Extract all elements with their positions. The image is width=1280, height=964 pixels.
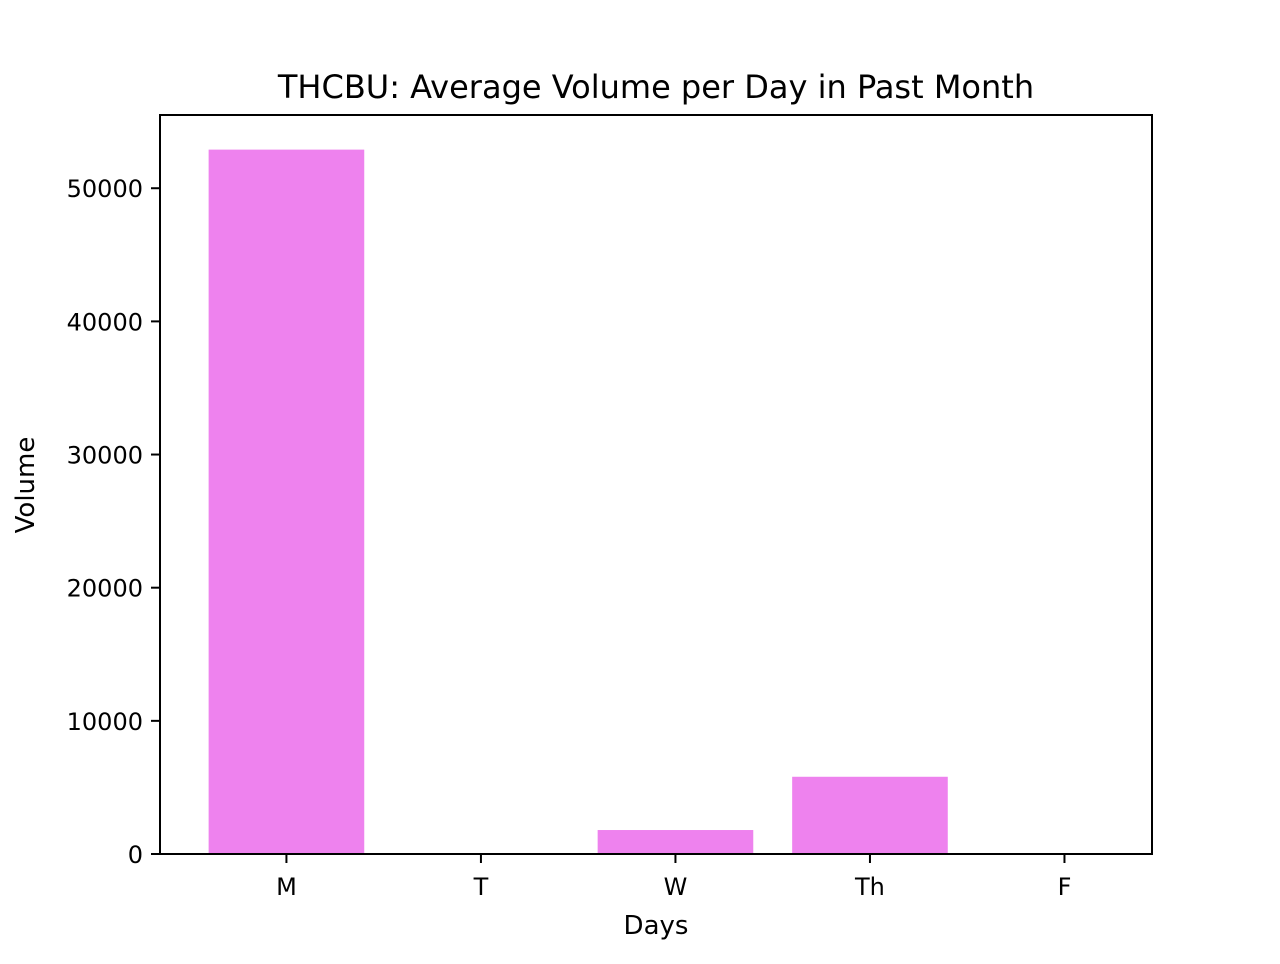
bar-th: [792, 776, 948, 854]
y-tick-label: 10000: [67, 708, 143, 736]
y-axis-ticks: 0 10000 20000 30000 40000 50000: [67, 175, 160, 869]
x-tick-label: W: [664, 873, 688, 901]
y-tick-label: 20000: [67, 575, 143, 603]
x-axis-ticks: M T W Th F: [276, 854, 1071, 901]
chart-title: THCBU: Average Volume per Day in Past Mo…: [277, 68, 1034, 106]
y-axis-label: Volume: [11, 437, 41, 534]
x-tick-label: M: [276, 873, 297, 901]
plot-frame: [159, 114, 1153, 855]
y-tick-label: 30000: [67, 442, 143, 470]
bar-w: [597, 830, 754, 854]
bars: [208, 149, 948, 854]
y-tick-label: 40000: [67, 308, 143, 336]
y-tick-label: 50000: [67, 175, 143, 203]
x-axis-label: Days: [624, 911, 689, 941]
x-tick-label: T: [473, 873, 489, 901]
x-tick-label: F: [1058, 873, 1072, 901]
x-tick-label: Th: [854, 873, 885, 901]
y-tick-label: 0: [128, 841, 143, 869]
bar-m: [208, 149, 365, 854]
